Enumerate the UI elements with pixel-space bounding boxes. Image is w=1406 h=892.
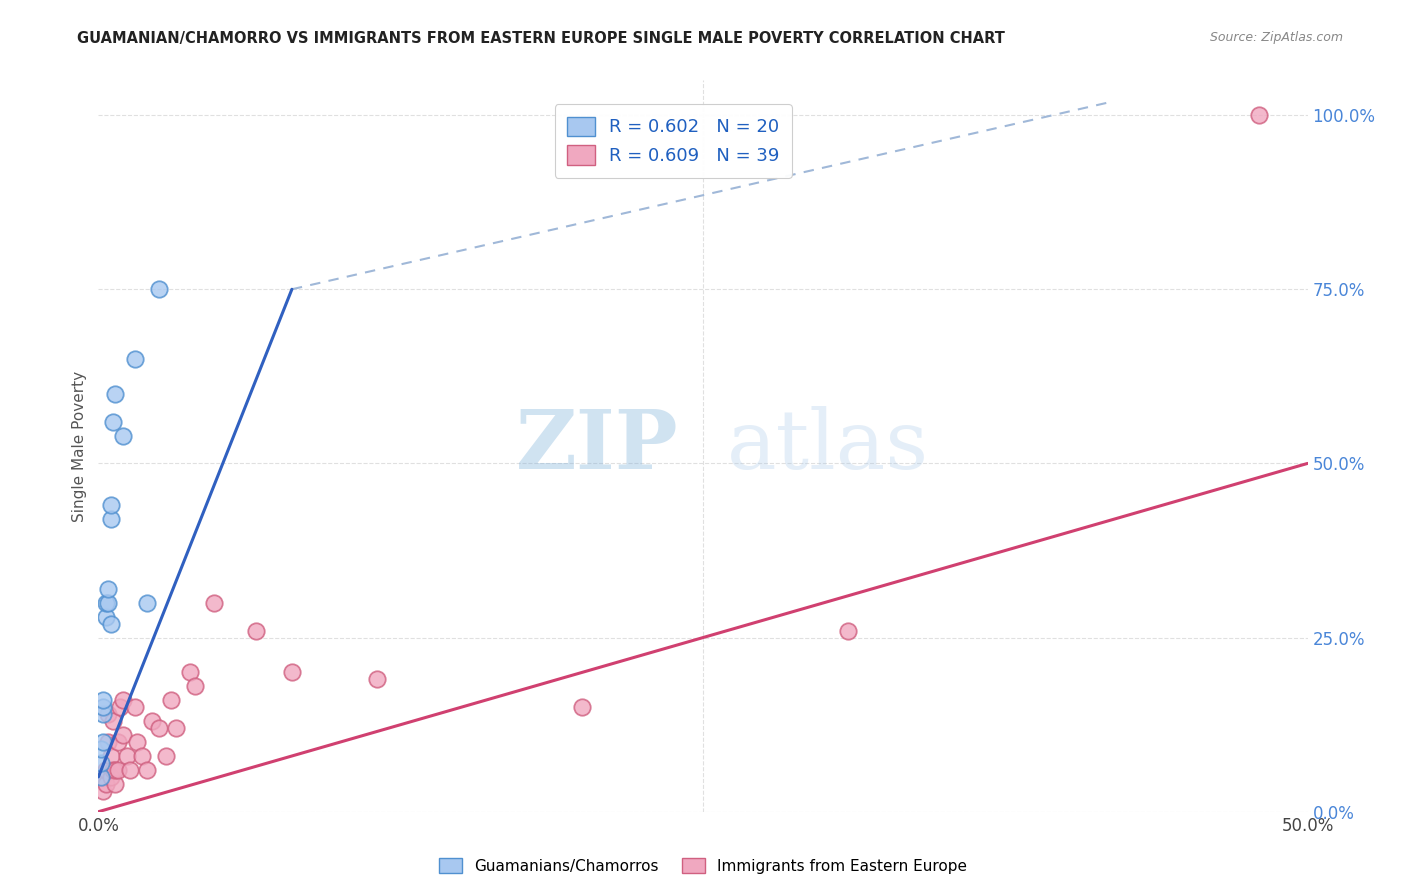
Point <box>97 596 120 610</box>
Point <box>90 770 112 784</box>
Point <box>100 770 122 784</box>
Point <box>148 282 170 296</box>
Point <box>101 763 124 777</box>
Point <box>91 693 114 707</box>
Point <box>104 777 127 791</box>
Point <box>204 596 226 610</box>
Point <box>165 721 187 735</box>
Point <box>104 763 127 777</box>
Point <box>366 673 388 687</box>
Point <box>245 624 267 638</box>
Point <box>94 763 117 777</box>
Point <box>117 749 139 764</box>
Point <box>91 707 114 722</box>
Point <box>97 582 120 596</box>
Point <box>91 784 114 798</box>
Legend: Guamanians/Chamorros, Immigrants from Eastern Europe: Guamanians/Chamorros, Immigrants from Ea… <box>433 852 973 880</box>
Point <box>100 616 122 631</box>
Point <box>1249 108 1271 122</box>
Point <box>107 735 129 749</box>
Point <box>184 679 207 693</box>
Point <box>111 428 134 442</box>
Point <box>571 700 593 714</box>
Point <box>90 756 112 770</box>
Point <box>94 763 117 777</box>
Point <box>97 735 120 749</box>
Y-axis label: Single Male Poverty: Single Male Poverty <box>72 370 87 522</box>
Point <box>131 749 153 764</box>
Point <box>179 665 201 680</box>
Point <box>148 721 170 735</box>
Text: Source: ZipAtlas.com: Source: ZipAtlas.com <box>1209 31 1343 45</box>
Point <box>90 770 112 784</box>
Point <box>281 665 304 680</box>
Point <box>100 512 122 526</box>
Text: atlas: atlas <box>727 406 929 486</box>
Point <box>837 624 859 638</box>
Point <box>111 728 134 742</box>
Point <box>155 749 177 764</box>
Point <box>100 498 122 512</box>
Point <box>104 386 127 401</box>
Point <box>91 770 114 784</box>
Text: GUAMANIAN/CHAMORRO VS IMMIGRANTS FROM EASTERN EUROPE SINGLE MALE POVERTY CORRELA: GUAMANIAN/CHAMORRO VS IMMIGRANTS FROM EA… <box>77 31 1005 46</box>
Text: ZIP: ZIP <box>516 406 679 486</box>
Point <box>100 749 122 764</box>
Point <box>135 763 157 777</box>
Point <box>101 415 124 429</box>
Point <box>94 609 117 624</box>
Point <box>108 700 131 714</box>
Point <box>91 735 114 749</box>
Point <box>160 693 183 707</box>
Point <box>101 714 124 728</box>
Point <box>111 693 134 707</box>
Point <box>107 763 129 777</box>
Point <box>124 351 146 366</box>
Point <box>91 700 114 714</box>
Point <box>124 700 146 714</box>
Point <box>141 714 163 728</box>
Point <box>118 763 141 777</box>
Point <box>94 596 117 610</box>
Point <box>135 596 157 610</box>
Point <box>94 777 117 791</box>
Point <box>90 742 112 756</box>
Legend: R = 0.602   N = 20, R = 0.609   N = 39: R = 0.602 N = 20, R = 0.609 N = 39 <box>555 104 792 178</box>
Point <box>97 707 120 722</box>
Point <box>127 735 149 749</box>
